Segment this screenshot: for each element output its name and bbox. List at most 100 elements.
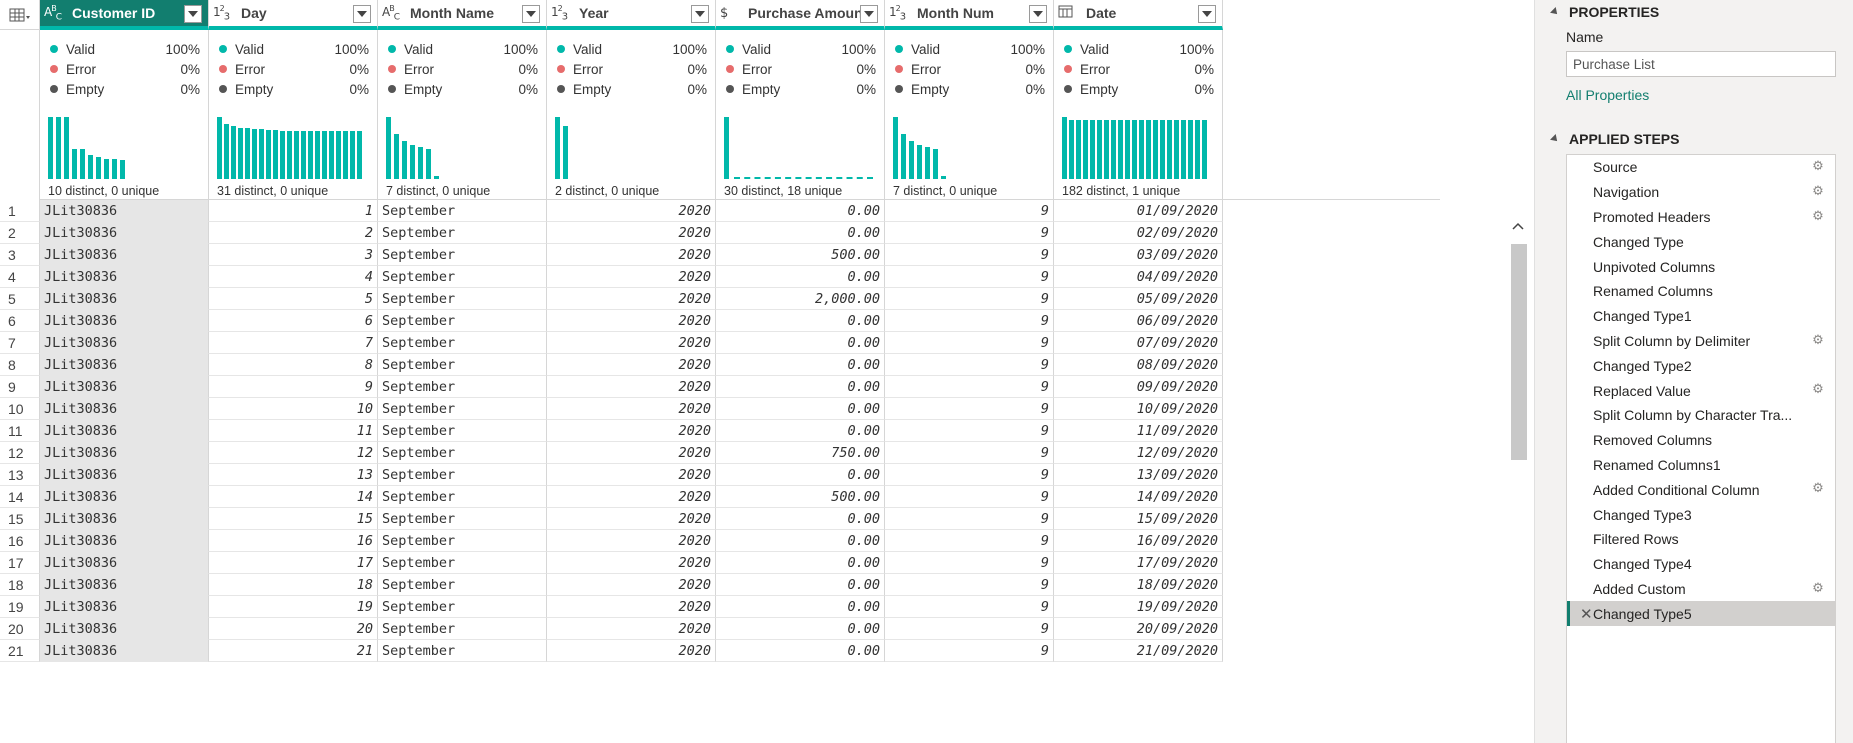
distribution-bar[interactable] [724, 117, 729, 179]
table-menu-button[interactable] [0, 0, 40, 30]
cell-year[interactable]: 2020 [547, 640, 716, 662]
cell-year[interactable]: 2020 [547, 574, 716, 596]
distribution-bar[interactable] [273, 130, 278, 179]
gear-icon[interactable]: ⚙ [1812, 580, 1824, 596]
scrollbar-thumb[interactable] [1511, 244, 1527, 460]
applied-step-changed-type1[interactable]: Changed Type1 [1567, 304, 1835, 329]
value-distribution-chart[interactable] [386, 104, 539, 179]
cell-month-name[interactable]: September [378, 596, 547, 618]
applied-step-added-custom[interactable]: Added Custom ⚙ [1567, 577, 1835, 602]
distribution-bar[interactable] [287, 131, 292, 179]
applied-step-changed-type4[interactable]: Changed Type4 [1567, 552, 1835, 577]
distribution-bar[interactable] [1132, 120, 1137, 179]
cell-date[interactable]: 03/09/2020 [1054, 244, 1223, 266]
text-type-icon[interactable]: ABC [44, 3, 62, 23]
distribution-bar[interactable] [96, 157, 101, 179]
cell-month-num[interactable]: 9 [885, 618, 1054, 640]
cell-customer-id[interactable]: JLit30836 [40, 332, 209, 354]
distribution-bar[interactable] [72, 149, 77, 179]
cell-date[interactable]: 12/09/2020 [1054, 442, 1223, 464]
cell-day[interactable]: 15 [209, 508, 378, 530]
cell-purchase-amount[interactable]: 0.00 [716, 640, 885, 662]
applied-step-renamed-columns1[interactable]: Renamed Columns1 [1567, 453, 1835, 478]
cell-date[interactable]: 08/09/2020 [1054, 354, 1223, 376]
cell-year[interactable]: 2020 [547, 200, 716, 222]
applied-step-source[interactable]: Source ⚙ [1567, 155, 1835, 180]
cell-purchase-amount[interactable]: 500.00 [716, 244, 885, 266]
cell-year[interactable]: 2020 [547, 618, 716, 640]
cell-purchase-amount[interactable]: 0.00 [716, 530, 885, 552]
cell-month-num[interactable]: 9 [885, 574, 1054, 596]
column-header-purchase-amount[interactable]: $ Purchase Amount [716, 0, 885, 30]
gear-icon[interactable]: ⚙ [1812, 183, 1824, 199]
date-type-icon[interactable] [1058, 4, 1082, 22]
cell-purchase-amount[interactable]: 0.00 [716, 508, 885, 530]
cell-purchase-amount[interactable]: 500.00 [716, 486, 885, 508]
cell-purchase-amount[interactable]: 0.00 [716, 420, 885, 442]
cell-month-name[interactable]: September [378, 420, 547, 442]
distribution-bar[interactable] [1153, 120, 1158, 179]
distribution-bar[interactable] [308, 131, 313, 179]
cell-year[interactable]: 2020 [547, 332, 716, 354]
number-type-icon[interactable]: 123 [889, 3, 906, 23]
distribution-bar[interactable] [1195, 120, 1200, 179]
distribution-bar[interactable] [1160, 120, 1165, 179]
cell-customer-id[interactable]: JLit30836 [40, 640, 209, 662]
cell-day[interactable]: 12 [209, 442, 378, 464]
cell-month-num[interactable]: 9 [885, 508, 1054, 530]
cell-month-num[interactable]: 9 [885, 420, 1054, 442]
applied-step-changed-type5[interactable]: ✕ Changed Type5 [1567, 601, 1835, 627]
cell-year[interactable]: 2020 [547, 442, 716, 464]
cell-date[interactable]: 13/09/2020 [1054, 464, 1223, 486]
gear-icon[interactable]: ⚙ [1812, 382, 1824, 398]
cell-month-name[interactable]: September [378, 640, 547, 662]
distribution-bar[interactable] [48, 117, 53, 179]
cell-month-name[interactable]: September [378, 442, 547, 464]
cell-customer-id[interactable]: JLit30836 [40, 266, 209, 288]
value-distribution-chart[interactable] [48, 104, 201, 179]
distribution-bar[interactable] [315, 131, 320, 179]
cell-customer-id[interactable]: JLit30836 [40, 442, 209, 464]
cell-purchase-amount[interactable]: 0.00 [716, 376, 885, 398]
cell-year[interactable]: 2020 [547, 486, 716, 508]
cell-year[interactable]: 2020 [547, 508, 716, 530]
cell-customer-id[interactable]: JLit30836 [40, 486, 209, 508]
cell-day[interactable]: 4 [209, 266, 378, 288]
filter-dropdown-button[interactable] [1198, 5, 1216, 23]
cell-month-name[interactable]: September [378, 244, 547, 266]
cell-month-name[interactable]: September [378, 310, 547, 332]
cell-day[interactable]: 16 [209, 530, 378, 552]
distribution-bar[interactable] [893, 117, 898, 179]
value-distribution-chart[interactable] [217, 104, 370, 179]
cell-date[interactable]: 15/09/2020 [1054, 508, 1223, 530]
cell-day[interactable]: 18 [209, 574, 378, 596]
distribution-bar[interactable] [1097, 120, 1102, 179]
cell-month-num[interactable]: 9 [885, 530, 1054, 552]
distribution-bar[interactable] [252, 129, 257, 179]
distribution-bar[interactable] [1188, 120, 1193, 179]
cell-purchase-amount[interactable]: 0.00 [716, 222, 885, 244]
cell-month-num[interactable]: 9 [885, 486, 1054, 508]
distribution-bar[interactable] [238, 128, 243, 179]
cell-month-num[interactable]: 9 [885, 398, 1054, 420]
cell-year[interactable]: 2020 [547, 288, 716, 310]
value-distribution-chart[interactable] [1062, 104, 1215, 179]
distribution-bar[interactable] [1174, 120, 1179, 179]
cell-month-num[interactable]: 9 [885, 442, 1054, 464]
cell-year[interactable]: 2020 [547, 310, 716, 332]
distribution-bar[interactable] [1125, 120, 1130, 179]
distribution-bar[interactable] [1083, 120, 1088, 179]
cell-month-num[interactable]: 9 [885, 354, 1054, 376]
cell-year[interactable]: 2020 [547, 530, 716, 552]
cell-month-name[interactable]: September [378, 552, 547, 574]
cell-month-num[interactable]: 9 [885, 596, 1054, 618]
cell-customer-id[interactable]: JLit30836 [40, 420, 209, 442]
gear-icon[interactable]: ⚙ [1812, 481, 1824, 497]
cell-month-name[interactable]: September [378, 200, 547, 222]
gear-icon[interactable]: ⚙ [1812, 159, 1824, 174]
cell-month-name[interactable]: September [378, 398, 547, 420]
cell-month-name[interactable]: September [378, 530, 547, 552]
distribution-bar[interactable] [294, 131, 299, 179]
cell-day[interactable]: 7 [209, 332, 378, 354]
cell-customer-id[interactable]: JLit30836 [40, 508, 209, 530]
